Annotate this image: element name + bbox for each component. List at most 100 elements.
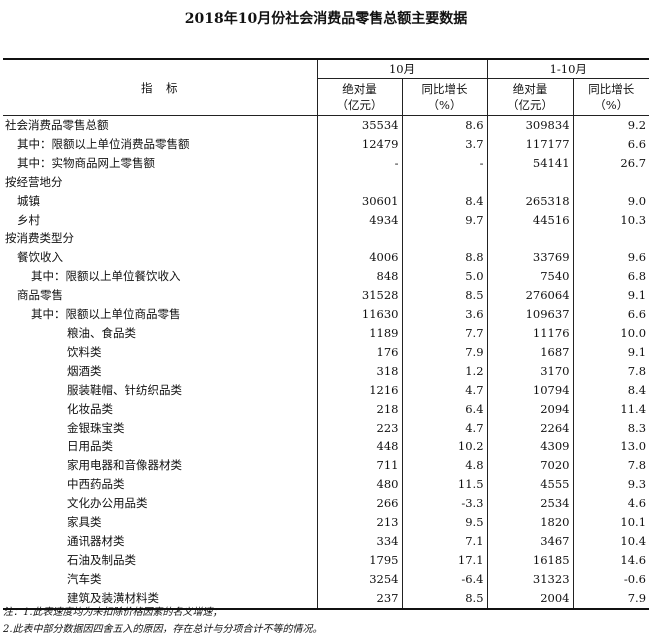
cell-ytd-abs: 4555	[486, 475, 574, 495]
row-label: 化妆品类	[67, 401, 113, 416]
cell-oct-abs: -	[316, 153, 402, 173]
cell-oct-abs: 176	[316, 342, 402, 362]
cell-oct-abs: 218	[316, 399, 402, 419]
table-row: 建筑及装潢材料类 237 8.5 2004 7.9	[3, 588, 650, 610]
cell-ytd-abs: 16185	[486, 550, 574, 570]
cell-ytd-abs: 33769	[486, 248, 574, 268]
cell-oct-growth: 4.7	[401, 380, 488, 400]
cell-oct-growth: 6.4	[401, 399, 488, 419]
cell-oct-growth: 9.7	[401, 210, 488, 230]
cell-ytd-growth: 7.9	[572, 588, 650, 610]
cell-oct-abs: 1189	[316, 323, 402, 343]
row-label: 其中：限额以上单位消费品零售额	[17, 136, 190, 151]
col-header-ytd-growth: 同比增长 （%）	[572, 78, 650, 116]
cell-oct-growth: -6.4	[401, 569, 488, 589]
cell-oct-growth	[401, 229, 488, 249]
row-label: 其中：限额以上单位商品零售	[31, 307, 181, 322]
cell-oct-abs: 31528	[316, 286, 402, 306]
cell-ytd-growth: 6.6	[572, 305, 650, 324]
cell-ytd-growth: 7.8	[572, 361, 650, 381]
row-label: 文化办公用品类	[67, 496, 148, 511]
cell-ytd-abs: 1820	[486, 513, 574, 532]
cell-ytd-growth: 10.3	[572, 210, 650, 230]
cell-ytd-growth	[572, 229, 650, 249]
table-row: 化妆品类 218 6.4 2094 11.4	[3, 399, 650, 419]
row-label: 金银珠宝类	[67, 420, 125, 435]
table-row: 商品零售 31528 8.5 276064 9.1	[3, 286, 650, 306]
cell-oct-abs: 223	[316, 418, 402, 438]
cell-oct-abs: 4006	[316, 248, 402, 268]
row-label: 按经营地分	[5, 174, 63, 189]
cell-oct-abs: 448	[316, 437, 402, 457]
cell-oct-growth: 11.5	[401, 475, 488, 495]
row-label: 按消费类型分	[5, 231, 74, 246]
cell-ytd-growth: 8.3	[572, 418, 650, 438]
cell-ytd-growth: 7.8	[572, 456, 650, 476]
row-label: 通讯器材类	[67, 533, 125, 548]
cell-oct-abs: 480	[316, 475, 402, 495]
row-label: 石油及制品类	[67, 552, 136, 567]
row-label: 其中：限额以上单位餐饮收入	[31, 269, 181, 284]
cell-oct-abs: 1216	[316, 380, 402, 400]
cell-oct-growth: 17.1	[401, 550, 488, 570]
cell-ytd-abs: 44516	[486, 210, 574, 230]
row-label: 家具类	[67, 515, 102, 530]
cell-ytd-abs: 4309	[486, 437, 574, 457]
cell-oct-growth: 4.7	[401, 418, 488, 438]
cell-ytd-abs: 7020	[486, 456, 574, 476]
cell-ytd-abs: 2094	[486, 399, 574, 419]
cell-oct-abs: 30601	[316, 191, 402, 211]
cell-oct-growth: 9.5	[401, 513, 488, 532]
table-row: 乡村 4934 9.7 44516 10.3	[3, 210, 650, 230]
cell-oct-abs	[316, 172, 402, 192]
cell-ytd-growth: 9.3	[572, 475, 650, 495]
table-row: 日用品类 448 10.2 4309 13.0	[3, 437, 650, 457]
table-row: 烟酒类 318 1.2 3170 7.8	[3, 361, 650, 381]
table-row: 汽车类 3254 -6.4 31323 -0.6	[3, 569, 650, 589]
cell-oct-abs: 11630	[316, 305, 402, 324]
cell-ytd-growth: 9.6	[572, 248, 650, 268]
cell-ytd-growth: 9.0	[572, 191, 650, 211]
table-row: 其中：限额以上单位商品零售 11630 3.6 109637 6.6	[3, 305, 650, 324]
table-row: 粮油、食品类 1189 7.7 11176 10.0	[3, 323, 650, 343]
cell-oct-growth: 8.5	[401, 588, 488, 610]
cell-oct-growth: 3.6	[401, 305, 488, 324]
table-row: 其中：限额以上单位消费品零售额 12479 3.7 117177 6.6	[3, 134, 650, 154]
cell-oct-growth: -3.3	[401, 494, 488, 514]
table-row: 社会消费品零售总额 35534 8.6 309834 9.2	[3, 115, 650, 135]
cell-ytd-growth: 4.6	[572, 494, 650, 514]
cell-ytd-abs: 7540	[486, 267, 574, 287]
cell-oct-growth: 3.7	[401, 134, 488, 154]
cell-ytd-growth: 14.6	[572, 550, 650, 570]
cell-oct-growth: 8.8	[401, 248, 488, 268]
table-body: 社会消费品零售总额 35534 8.6 309834 9.2 其中：限额以上单位消费品零售…	[3, 115, 650, 610]
footnotes: 注：1.此表速度均为未扣除价格因素的名义增速； 2.此表中部分数据因四舍五入的原…	[3, 604, 649, 638]
cell-oct-abs: 213	[316, 513, 402, 532]
row-label: 汽车类	[67, 571, 102, 586]
period-header-ytd: 1-10月	[486, 58, 650, 79]
table-row: 按经营地分	[3, 172, 650, 192]
cell-oct-growth: 7.7	[401, 323, 488, 343]
cell-ytd-abs: 2004	[486, 588, 574, 610]
row-label: 烟酒类	[67, 363, 102, 378]
row-label: 城镇	[17, 193, 40, 208]
cell-ytd-abs: 2534	[486, 494, 574, 514]
cell-oct-abs: 237	[316, 588, 402, 610]
cell-ytd-abs: 2264	[486, 418, 574, 438]
cell-ytd-abs: 11176	[486, 323, 574, 343]
row-label: 其中：实物商品网上零售额	[17, 155, 155, 170]
row-label: 商品零售	[17, 288, 63, 303]
cell-oct-growth: 8.4	[401, 191, 488, 211]
row-label: 建筑及装潢材料类	[3, 588, 317, 610]
row-label: 饮料类	[67, 344, 102, 359]
cell-ytd-growth	[572, 172, 650, 192]
cell-ytd-growth: -0.6	[572, 569, 650, 589]
cell-oct-abs: 35534	[316, 115, 402, 135]
row-label: 社会消费品零售总额	[5, 118, 109, 132]
row-label: 粮油、食品类	[67, 325, 136, 340]
cell-ytd-growth: 10.0	[572, 323, 650, 343]
cell-ytd-growth: 9.1	[572, 342, 650, 362]
cell-oct-abs: 848	[316, 267, 402, 287]
cell-ytd-growth: 11.4	[572, 399, 650, 419]
row-label: 中西药品类	[67, 477, 125, 492]
